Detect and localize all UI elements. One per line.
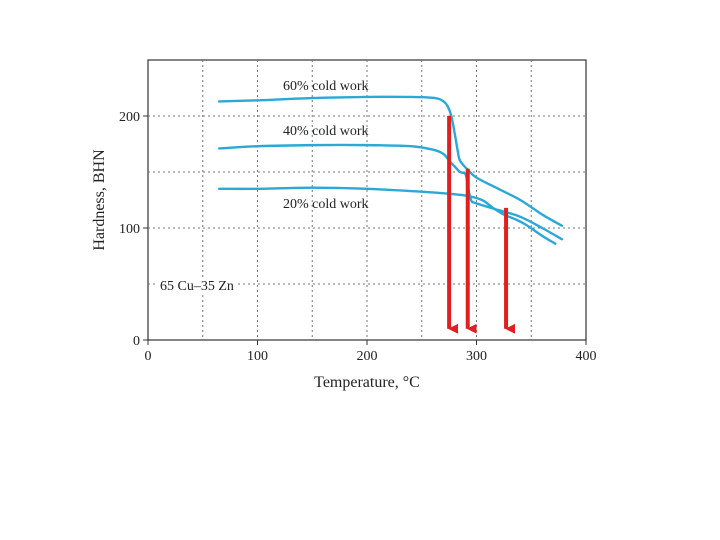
x-tick-label: 100 bbox=[247, 349, 268, 364]
axis-ticks: 0 100 200 300 400 0 100 200 bbox=[119, 110, 597, 364]
alloy-label: 65 Cu–35 Zn bbox=[160, 279, 234, 294]
y-axis-title: Hardness, BHN bbox=[91, 149, 108, 251]
series-line-20 bbox=[217, 186, 557, 245]
x-tick-label: 300 bbox=[466, 349, 487, 364]
x-tick-label: 200 bbox=[357, 349, 378, 364]
y-tick-label: 100 bbox=[119, 222, 140, 237]
series-label-60: 60% cold work bbox=[283, 79, 369, 94]
y-tick-label: 200 bbox=[119, 110, 140, 125]
x-tick-label: 400 bbox=[576, 349, 597, 364]
y-tick-label: 0 bbox=[133, 334, 140, 349]
series-line-60 bbox=[217, 95, 564, 227]
x-axis-title: Temperature, °C bbox=[314, 374, 420, 391]
series-lines bbox=[217, 95, 564, 245]
grid bbox=[148, 60, 586, 340]
series-label-20: 20% cold work bbox=[283, 197, 369, 212]
series-label-40: 40% cold work bbox=[283, 124, 369, 139]
x-tick-label: 0 bbox=[145, 349, 152, 364]
series-line-40 bbox=[217, 143, 564, 241]
temperature-arrows bbox=[447, 116, 516, 334]
